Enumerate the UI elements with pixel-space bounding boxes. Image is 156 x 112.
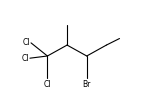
Text: Cl: Cl	[22, 38, 30, 47]
Text: Br: Br	[83, 80, 91, 89]
Text: Cl: Cl	[44, 80, 51, 89]
Text: Cl: Cl	[21, 54, 29, 63]
